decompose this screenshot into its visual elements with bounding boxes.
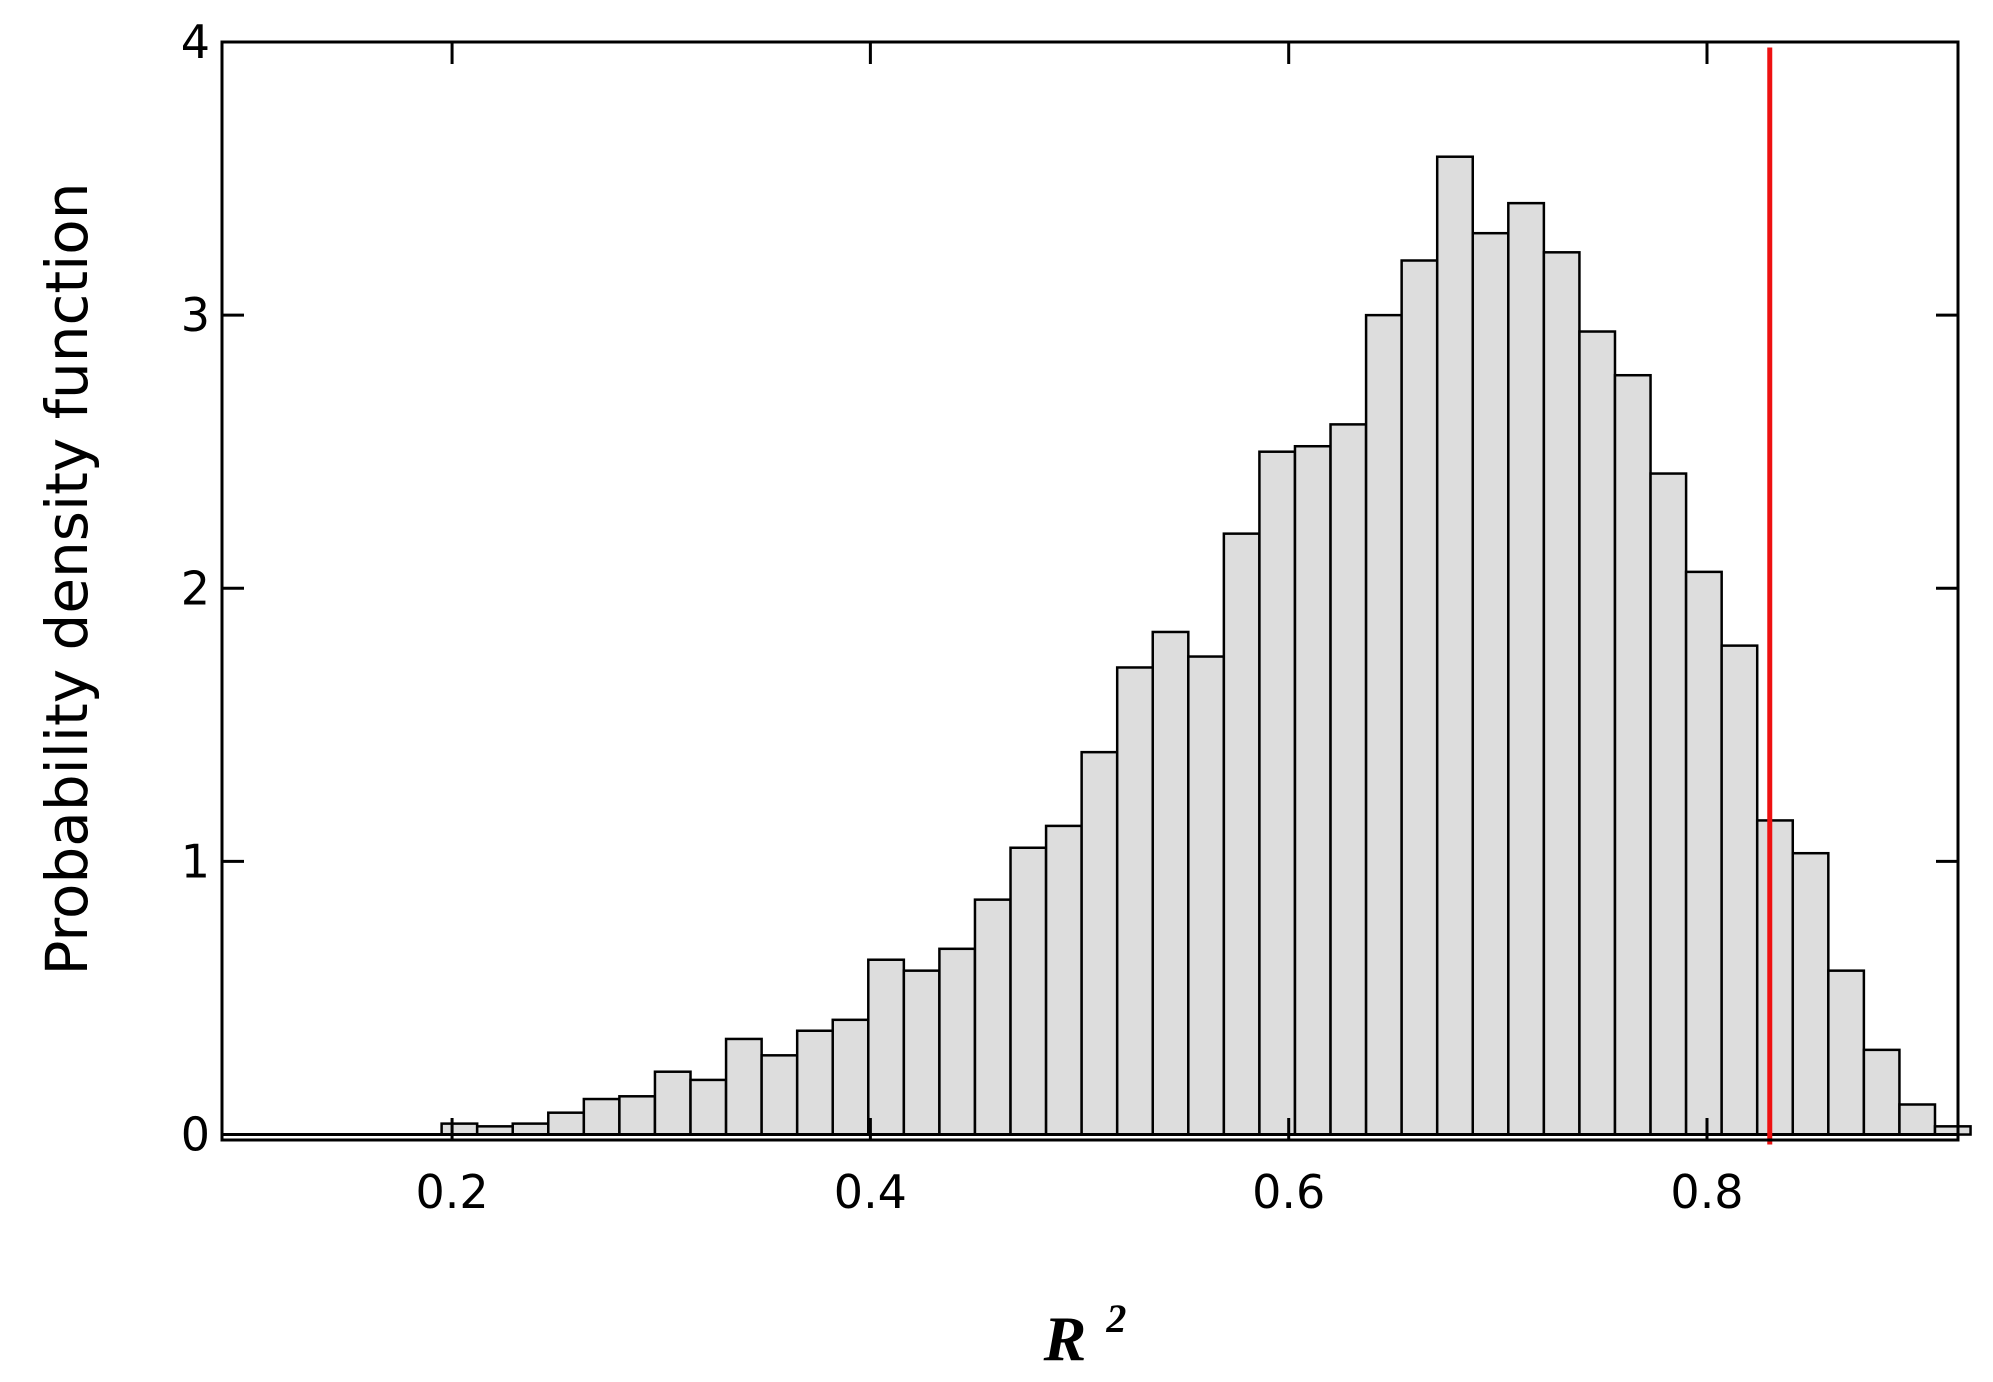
histogram-bar <box>1507 201 1546 1136</box>
histogram-bar <box>938 947 977 1136</box>
histogram-bar <box>1187 655 1226 1136</box>
histogram-bar <box>1329 423 1368 1136</box>
histogram-bar <box>1862 1048 1901 1136</box>
histogram-bar <box>795 1029 834 1136</box>
x-tick-label: 0.4 <box>834 1165 907 1219</box>
histogram-bar <box>1471 231 1510 1136</box>
histogram-bar <box>867 958 906 1136</box>
x-tick-label: 0.2 <box>415 1165 488 1219</box>
y-tick-label: 3 <box>181 288 210 342</box>
x-axis-label-superscript: 2 <box>1105 1296 1126 1341</box>
x-axis-label-main: R <box>1043 1303 1087 1374</box>
histogram-bar <box>1578 330 1617 1136</box>
histogram-bar <box>1791 851 1830 1136</box>
histogram-bar <box>1222 532 1261 1136</box>
histogram-bar <box>724 1037 763 1136</box>
y-tick-label: 2 <box>181 561 210 615</box>
histogram-bar <box>511 1122 550 1136</box>
histogram-bar <box>831 1018 870 1136</box>
histogram-bar <box>1898 1103 1937 1136</box>
y-tick-label: 1 <box>181 834 210 888</box>
histogram-bar <box>1151 630 1190 1136</box>
histogram-bar <box>440 1122 479 1136</box>
histogram-bar <box>1684 570 1723 1136</box>
histogram-bar <box>1009 846 1048 1136</box>
histogram-bar <box>760 1054 799 1136</box>
histogram-bar <box>1115 666 1154 1136</box>
histogram-bar <box>547 1111 586 1136</box>
histogram-bar <box>1755 819 1795 1136</box>
histogram-bar <box>1400 259 1439 1136</box>
histogram-bar <box>1044 824 1083 1136</box>
histogram-bar <box>1293 444 1332 1136</box>
histogram-bar <box>1364 313 1403 1136</box>
histogram-bar <box>1649 472 1688 1136</box>
histogram-bar <box>902 969 941 1136</box>
histogram-bar <box>973 898 1012 1136</box>
histogram-bar <box>618 1095 657 1136</box>
histogram-bar <box>582 1097 621 1136</box>
histogram-bar <box>689 1078 728 1136</box>
histogram-bars <box>440 155 1972 1136</box>
histogram-bar <box>1080 750 1119 1136</box>
y-axis-label: Probability density function <box>33 182 101 975</box>
y-tick-label: 4 <box>181 15 210 69</box>
y-tick-label: 0 <box>181 1108 210 1162</box>
histogram-bar <box>1435 155 1475 1136</box>
x-tick-label: 0.8 <box>1670 1165 1743 1219</box>
x-tick-label: 0.6 <box>1252 1165 1325 1219</box>
histogram-bar <box>653 1070 692 1136</box>
histogram-bar <box>1720 644 1759 1136</box>
plot-frame <box>220 40 1960 1142</box>
axis-ticks: 0.2 0.4 0.6 0.8 0 1 2 3 4 <box>181 15 1958 1219</box>
histogram-bar <box>1258 450 1297 1136</box>
histogram-bar <box>1542 251 1581 1136</box>
histogram-bar <box>1613 373 1652 1136</box>
histogram-bar <box>1827 969 1866 1136</box>
